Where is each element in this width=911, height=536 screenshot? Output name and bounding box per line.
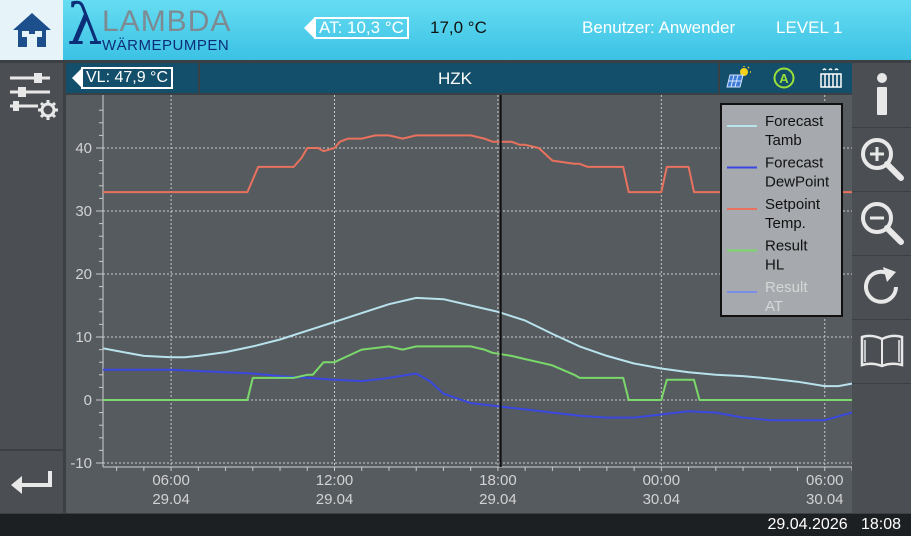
- y-tick-label: 40: [75, 140, 92, 157]
- x-tick-time: 18:00: [479, 472, 517, 489]
- legend-label: Temp.: [765, 215, 806, 232]
- status-bar: 29.04.2026 18:08: [0, 514, 911, 536]
- triangle-left-icon: [304, 18, 314, 38]
- brand-subtitle: WÄRMEPUMPEN: [102, 37, 230, 54]
- series-line: [103, 368, 853, 422]
- x-tick-date: 29.04: [479, 491, 517, 508]
- series-line: [103, 345, 852, 401]
- panel-header: VL: 47,9 °C HZK A: [66, 63, 852, 93]
- x-tick-time: 00:00: [643, 472, 681, 489]
- x-tick-time: 12:00: [316, 472, 354, 489]
- zoom-out-button[interactable]: [852, 191, 911, 256]
- auto-mode-icon: A: [773, 67, 795, 89]
- settings-button[interactable]: [0, 63, 63, 125]
- refresh-button[interactable]: [852, 255, 911, 320]
- x-tick-date: 29.04: [316, 491, 354, 508]
- series-line: [102, 296, 853, 388]
- info-icon: [876, 73, 887, 115]
- legend-label: Result: [765, 279, 808, 296]
- series-line: [103, 134, 852, 194]
- y-tick-label: -10: [70, 455, 92, 472]
- zoom-out-icon: [860, 202, 904, 245]
- user-label: Benutzer: Anwender: [582, 18, 736, 37]
- status-date: 29.04.2026: [767, 516, 848, 533]
- legend-label: Result: [765, 238, 808, 255]
- auto-mode-button[interactable]: A: [772, 66, 796, 90]
- x-tick-date: 30.04: [806, 491, 844, 508]
- flow-temp-indicator[interactable]: VL: 47,9 °C: [72, 67, 173, 89]
- zoom-in-button[interactable]: [852, 127, 911, 192]
- outside-temp-value: AT: 10,3 °C: [314, 17, 409, 39]
- zoom-in-icon: [860, 138, 904, 181]
- flow-temp-value: VL: 47,9 °C: [81, 67, 173, 89]
- sidebar-divider: [0, 449, 63, 451]
- info-button[interactable]: [852, 63, 911, 128]
- chart-plot[interactable]: -10 0 10 20 30 40 06:00 29.04 12:00 29.04 18:00 29.…: [66, 95, 853, 513]
- y-tick-label: 20: [75, 266, 92, 283]
- legend-label: AT: [765, 298, 783, 315]
- top-bar: λ LAMBDA WÄRMEPUMPEN AT: 10,3 °C 17,0 °C…: [0, 0, 911, 60]
- y-tick-label: 10: [75, 329, 92, 346]
- home-button[interactable]: [0, 0, 63, 60]
- panel-title: HZK: [438, 69, 472, 88]
- triangle-left-icon: [72, 69, 81, 87]
- return-arrow-icon: [10, 471, 52, 494]
- sliders-gear-icon: [10, 73, 58, 120]
- radiator-button[interactable]: [818, 66, 844, 90]
- outside-temp-secondary: 17,0 °C: [430, 18, 487, 37]
- forecast-chart: -10 0 10 20 30 40 06:00 29.04 12:00 29.04 18:00 29.…: [66, 95, 853, 513]
- y-tick-label: 0: [84, 392, 92, 409]
- left-sidebar: [0, 63, 63, 513]
- legend-label: Forecast: [765, 113, 824, 130]
- access-level: LEVEL 1: [776, 18, 843, 37]
- open-book-icon: [860, 334, 903, 368]
- solar-weather-button[interactable]: [726, 66, 752, 90]
- x-tick-date: 30.04: [643, 491, 681, 508]
- x-tick-time: 06:00: [806, 472, 844, 489]
- x-tick-date: 29.04: [152, 491, 190, 508]
- legend-label: HL: [765, 257, 784, 274]
- svg-text:A: A: [779, 71, 789, 86]
- legend-label: Tamb: [765, 132, 802, 149]
- x-tick-time: 06:00: [152, 472, 190, 489]
- radiator-icon: [820, 68, 842, 88]
- solar-panel-sun-icon: [726, 66, 751, 88]
- manual-button[interactable]: [852, 319, 911, 384]
- brand-name: LAMBDA: [102, 5, 232, 38]
- legend-label: Forecast: [765, 155, 824, 172]
- legend-label: DewPoint: [765, 174, 830, 191]
- lambda-symbol-icon: λ: [67, 0, 103, 58]
- y-tick-label: 30: [75, 203, 92, 220]
- refresh-icon: [863, 267, 898, 304]
- header-separator: [198, 63, 200, 93]
- header-separator: [718, 63, 720, 93]
- back-button[interactable]: [0, 451, 63, 513]
- lambda-logo: λ LAMBDA WÄRMEPUMPEN: [66, 0, 246, 58]
- home-icon: [12, 13, 51, 47]
- status-datetime: 29.04.2026 18:08: [768, 516, 901, 534]
- legend-label: Setpoint: [765, 196, 821, 213]
- outside-temp-indicator[interactable]: AT: 10,3 °C: [304, 16, 409, 40]
- status-time: 18:08: [860, 516, 901, 533]
- right-sidebar: [852, 63, 911, 513]
